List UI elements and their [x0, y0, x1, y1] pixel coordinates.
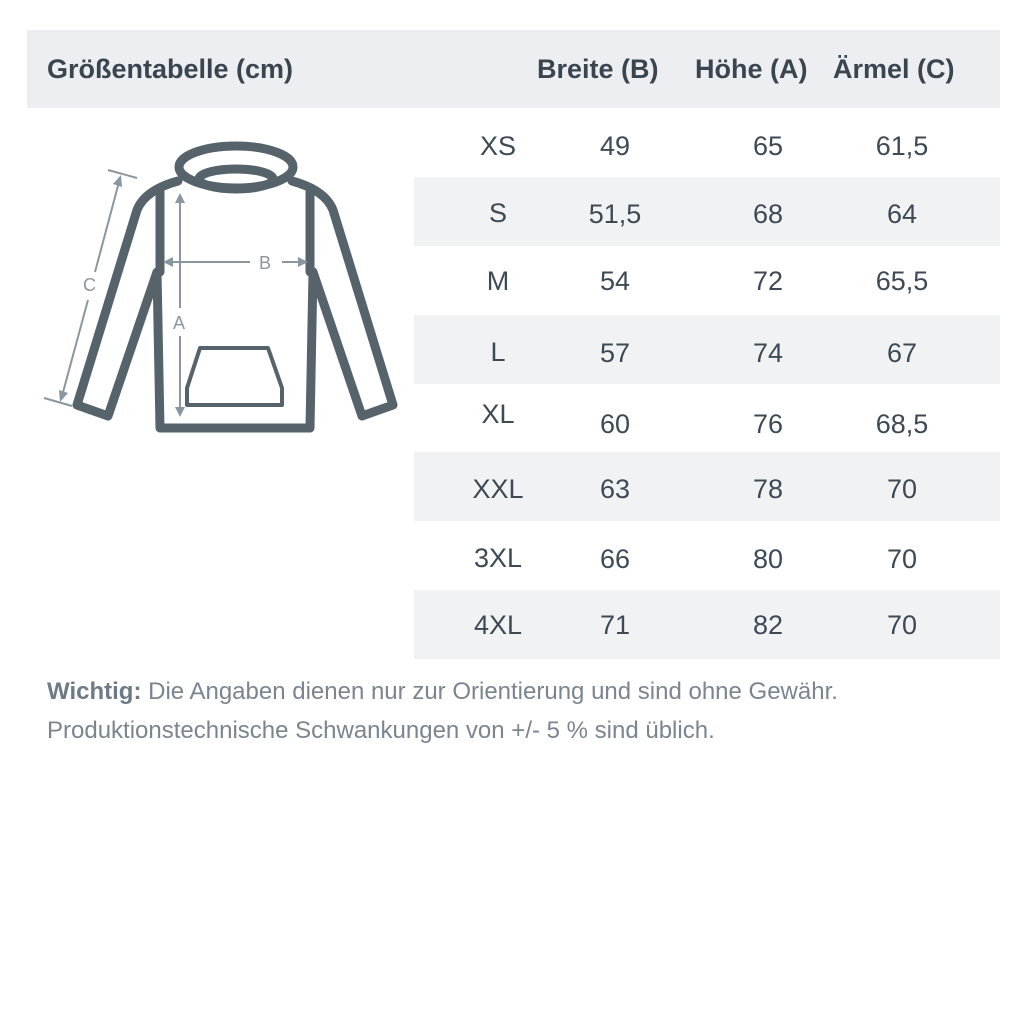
note-line-1: Wichtig: Die Angaben dienen nur zur Orie…: [47, 678, 838, 706]
cell-aermel: 61,5: [875, 131, 929, 161]
cell-breite: 60: [599, 409, 631, 439]
cell-size: L: [490, 337, 506, 367]
cell-breite: 71: [599, 610, 631, 640]
label-b: B: [259, 253, 271, 273]
cell-aermel: 70: [886, 610, 918, 640]
cell-breite: 66: [599, 544, 631, 574]
cell-size: XL: [481, 399, 515, 429]
cell-aermel: 68,5: [875, 409, 929, 439]
cell-hoehe: 80: [752, 544, 784, 574]
cell-aermel: 67: [886, 338, 918, 368]
cell-hoehe: 82: [752, 610, 784, 640]
note-line-2: Produktionstechnische Schwankungen von +…: [47, 717, 715, 744]
cell-size: S: [488, 198, 508, 228]
cell-aermel: 65,5: [875, 266, 929, 296]
table-header: Größentabelle (cm) Breite (B) Höhe (A) Ä…: [27, 30, 1000, 108]
page-title: Größentabelle (cm): [47, 54, 294, 84]
cell-hoehe: 68: [752, 199, 784, 229]
label-a: A: [173, 313, 185, 333]
cell-breite: 49: [599, 131, 631, 161]
cell-size: XS: [479, 131, 517, 161]
table-row: [414, 590, 1000, 659]
column-header-aermel: Ärmel (C): [833, 54, 955, 84]
cell-size: XXL: [472, 474, 524, 504]
cell-breite: 54: [599, 266, 631, 296]
cell-hoehe: 74: [752, 338, 784, 368]
column-header-hoehe: Höhe (A): [695, 54, 808, 84]
label-c: C: [83, 275, 96, 295]
table-row: [414, 315, 1000, 384]
hoodie-icon: B A C: [43, 141, 398, 433]
cell-aermel: 70: [886, 544, 918, 574]
cell-hoehe: 78: [752, 474, 784, 504]
cell-hoehe: 76: [752, 409, 784, 439]
column-header-breite: Breite (B): [537, 54, 659, 84]
cell-size: 4XL: [473, 610, 523, 640]
cell-hoehe: 72: [752, 266, 784, 296]
cell-hoehe: 65: [752, 131, 784, 161]
cell-aermel: 70: [886, 474, 918, 504]
note-text: Die Angaben dienen nur zur Orientierung …: [141, 678, 838, 705]
table-row: [414, 452, 1000, 521]
cell-size: M: [486, 266, 510, 296]
cell-breite: 57: [599, 338, 631, 368]
cell-size: 3XL: [473, 543, 523, 573]
cell-aermel: 64: [886, 199, 918, 229]
note-bold: Wichtig:: [47, 678, 142, 705]
cell-breite: 51,5: [588, 199, 642, 229]
cell-breite: 63: [599, 474, 631, 504]
table-row: [414, 177, 1000, 246]
